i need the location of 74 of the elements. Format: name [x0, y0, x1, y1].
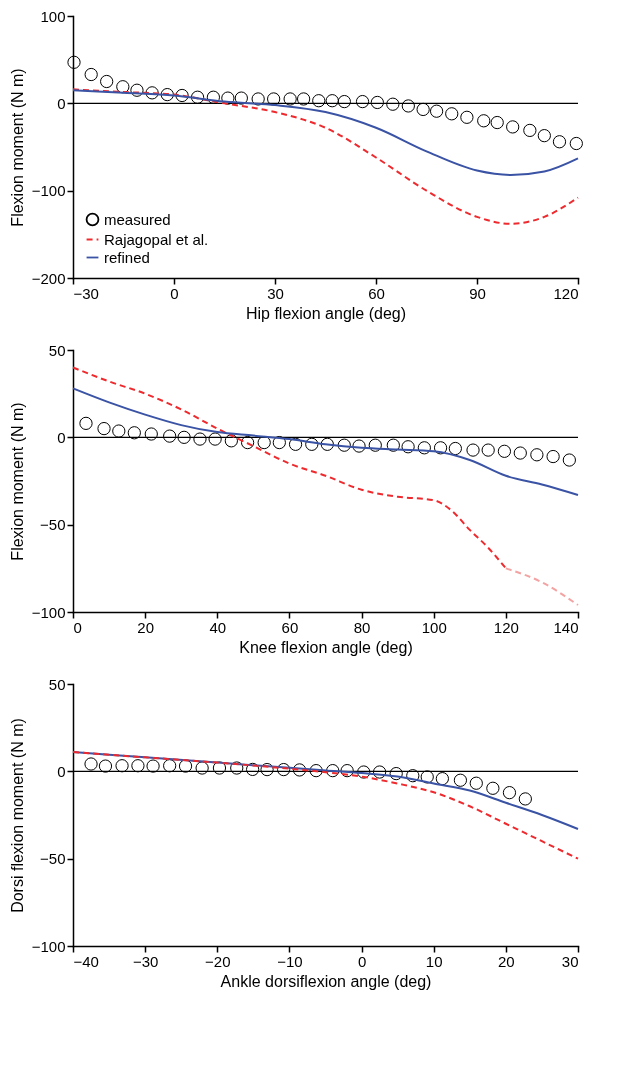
- point: [466, 443, 480, 457]
- y-tick-label: 50: [48, 341, 66, 359]
- point: [163, 429, 177, 443]
- point: [530, 448, 544, 462]
- point: [546, 449, 560, 464]
- point: [177, 430, 191, 444]
- point: [79, 416, 93, 430]
- line-series: [72, 366, 507, 570]
- point: [272, 435, 286, 450]
- y-tick-label: −100: [31, 937, 66, 955]
- point: [433, 441, 448, 455]
- y-tick-label: −50: [40, 850, 66, 868]
- y-tick-label: −100: [31, 603, 66, 621]
- y-axis-title: Dorsi flexion moment (N m): [8, 718, 26, 913]
- x-axis-title: Knee flexion angle (deg): [239, 638, 413, 656]
- x-tick-label: 20: [498, 952, 515, 970]
- x-tick-label: 20: [137, 618, 154, 636]
- point: [352, 439, 366, 453]
- x-tick-label: −30: [132, 952, 159, 970]
- x-tick-label: 60: [281, 618, 299, 636]
- x-tick-label: 30: [561, 952, 579, 970]
- x-axis-title: Ankle dorsiflexion angle (deg): [220, 972, 432, 990]
- y-tick-label: −50: [40, 516, 66, 534]
- x-tick-label: 10: [425, 952, 443, 970]
- point: [386, 438, 400, 452]
- point: [337, 438, 351, 452]
- y-tick-label: 0: [57, 428, 66, 446]
- point: [481, 443, 495, 457]
- legend-label: measured: [104, 210, 171, 228]
- point: [97, 421, 111, 436]
- y-tick-label: −100: [31, 182, 66, 200]
- point: [320, 437, 334, 451]
- legend-label: refined: [104, 248, 150, 266]
- point: [193, 432, 207, 446]
- x-tick-label: 40: [209, 618, 227, 636]
- point: [288, 437, 303, 451]
- x-tick-label: 60: [368, 284, 385, 302]
- point: [305, 437, 319, 451]
- point: [208, 432, 222, 446]
- y-axis-title: Flexion moment (N m): [8, 402, 26, 561]
- x-tick-label: 120: [553, 284, 579, 302]
- legend-label: Rajagopal et al.: [104, 230, 209, 248]
- x-tick-label: 30: [267, 284, 284, 302]
- point: [240, 435, 255, 450]
- point: [401, 440, 415, 454]
- point: [368, 438, 382, 452]
- x-tick-label: 100: [421, 618, 447, 636]
- point: [497, 444, 512, 458]
- y-tick-label: 0: [57, 94, 66, 112]
- point: [448, 441, 462, 456]
- x-axis-title: Hip flexion angle (deg): [245, 304, 407, 322]
- point: [417, 441, 431, 455]
- x-tick-label: 0: [170, 284, 179, 302]
- y-tick-label: −200: [31, 269, 66, 287]
- point: [224, 434, 238, 448]
- x-tick-label: 0: [73, 618, 82, 636]
- x-tick-label: −20: [205, 952, 231, 970]
- point: [513, 446, 527, 460]
- x-tick-label: −10: [277, 952, 303, 970]
- y-axis-title: Flexion moment (N m): [8, 68, 26, 227]
- x-tick-label: 90: [469, 284, 486, 302]
- y-tick-label: 100: [40, 7, 66, 25]
- point: [562, 453, 576, 467]
- y-tick-label: 50: [48, 675, 66, 693]
- y-tick-label: 0: [57, 762, 66, 780]
- x-tick-label: 0: [357, 952, 367, 970]
- point: [127, 426, 141, 440]
- point: [112, 424, 126, 438]
- x-tick-label: 80: [353, 618, 371, 636]
- x-tick-label: 120: [493, 618, 519, 636]
- point: [144, 427, 158, 441]
- x-tick-label: 140: [553, 618, 579, 636]
- x-tick-label: −40: [73, 952, 99, 970]
- x-tick-label: −30: [73, 284, 99, 302]
